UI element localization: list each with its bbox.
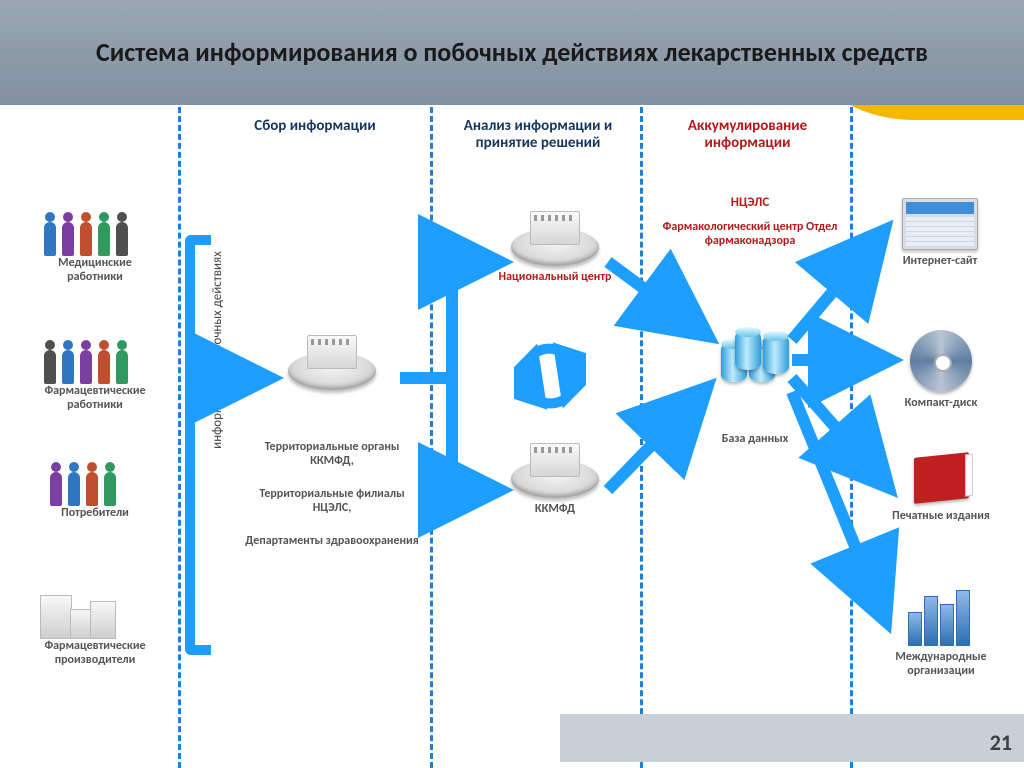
national-center-node: Национальный центр — [490, 228, 620, 284]
output-website: Интернет-сайт — [880, 198, 1000, 268]
source-label: Потребители — [40, 506, 150, 520]
source-pharma-producers: Фармацевтические производители — [40, 585, 150, 667]
section-divider — [178, 107, 181, 768]
section-divider — [850, 107, 853, 768]
building-icon — [288, 352, 376, 390]
output-cd: Компакт-диск — [886, 330, 996, 410]
people-icon — [40, 210, 132, 256]
section-divider — [640, 107, 643, 768]
output-print: Печатные издания — [886, 455, 996, 523]
database-icon — [715, 330, 795, 386]
kkmfd-node: ККМФД — [490, 460, 620, 516]
people-icon — [40, 460, 132, 506]
slide-title: Система информирования о побочных действ… — [96, 38, 928, 68]
column-header-analyze: Анализ информации и принятие решений — [438, 118, 638, 151]
kkmfd-label: ККМФД — [490, 502, 620, 516]
output-label: Компакт-диск — [886, 396, 996, 410]
footer-band — [560, 714, 1024, 762]
output-label: Международные организации — [876, 650, 1006, 678]
building-icon — [511, 228, 599, 266]
cycle-icon — [514, 340, 586, 412]
territorial-label-2: Территориальные филиалы НЦЭЛС, — [242, 487, 422, 515]
vertical-note: информация о побочных действиях — [210, 220, 225, 480]
collect-bracket — [185, 235, 211, 655]
database-node: База данных — [700, 330, 810, 446]
cd-icon — [910, 330, 972, 392]
source-medical-workers: Медицинские работники — [40, 210, 150, 284]
ncels-label: НЦЭЛС — [660, 195, 840, 210]
column-header-collect: Сбор информации — [210, 118, 420, 135]
output-label: Печатные издания — [886, 509, 996, 523]
building-icon — [511, 460, 599, 498]
accum-header-texts: НЦЭЛС Фармакологический центр Отдел фарм… — [660, 195, 840, 248]
source-label: Медицинские работники — [40, 256, 150, 284]
national-center-label: Национальный центр — [490, 270, 620, 284]
page-number: 21 — [990, 729, 1012, 756]
source-pharma-workers: Фармацевтические работники — [40, 338, 150, 412]
section-divider — [430, 107, 433, 768]
column-header-accumulate: Аккумулирование информации — [650, 118, 845, 151]
output-intl: Международные организации — [876, 590, 1006, 678]
monitor-icon — [902, 198, 978, 250]
database-label: База данных — [700, 432, 810, 446]
book-icon — [914, 452, 969, 504]
territorial-label-3: Департаменты здравоохранения — [242, 534, 422, 548]
pharm-center-label: Фармакологический центр Отдел фармаконад… — [660, 220, 840, 248]
output-label: Интернет-сайт — [880, 254, 1000, 268]
city-icon — [906, 590, 976, 646]
arrows-layer — [0, 0, 1024, 768]
people-icon — [40, 338, 132, 384]
territorial-labels: Территориальные органы ККМФД, Территориа… — [242, 440, 422, 548]
source-consumers: Потребители — [40, 460, 150, 520]
territorial-label-1: Территориальные органы ККМФД, — [242, 440, 422, 468]
territorial-node — [262, 352, 402, 390]
factory-icon — [40, 585, 118, 639]
source-label: Фармацевтические производители — [40, 639, 150, 667]
slide-header: Система информирования о побочных действ… — [0, 0, 1024, 105]
source-label: Фармацевтические работники — [40, 384, 150, 412]
